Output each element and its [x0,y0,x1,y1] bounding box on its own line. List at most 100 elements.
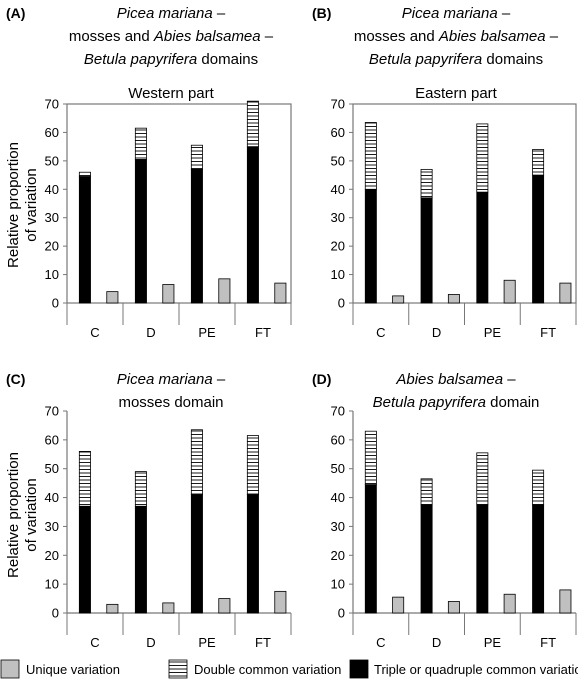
y-tick-label: 70 [45,404,59,419]
bar-unique [503,593,516,614]
y-tick-label: 60 [45,432,59,447]
y-tick-label: 20 [331,548,345,563]
title-span: – [213,5,226,22]
legend-label-triple: Triple or quadruple common variation [374,662,578,677]
bar-unique [274,590,287,614]
category-label: D [432,635,441,650]
bar-unique [218,278,231,304]
category-label: FT [540,635,556,650]
legend-label-double: Double common variation [194,662,341,677]
bar-triple [476,191,489,304]
y-tick-label: 40 [45,490,59,505]
chart-panel-b: (B) Picea mariana – mosses and Abies bals… [312,5,577,340]
title-span: domains [482,51,543,68]
bar-unique [447,601,460,614]
legend-label-unique: Unique variation [26,662,120,677]
bar-triple [190,494,203,614]
y-tick-label: 60 [331,432,345,447]
y-tick-label: 30 [331,210,345,225]
title-span: domain [486,394,539,411]
y-tick-label: 10 [45,577,59,592]
plot-area: 0 10 20 30 40 50 60 70 C D PE FT [331,404,577,650]
bar-triple [420,197,433,304]
panel-title: Abies balsamea – Betula papyrifera domain [373,371,540,411]
chart-panel-a: (A) Picea mariana –mosses and Abies bals… [6,5,292,340]
y-tick-label: 70 [331,404,345,419]
title-line: Abies balsamea – [395,371,516,388]
y-tick-label: 50 [331,153,345,168]
bar-unique [392,596,405,614]
bar-double [420,168,433,199]
bar-unique [274,282,287,304]
y-tick-label: 60 [331,125,345,140]
title-span: mosses domain [118,394,223,411]
chart-panel-c: (C) Picea mariana – mosses domain 0 10 20 30… [6,371,292,650]
bar-double [78,171,91,177]
title-italic-span: Picea mariana [117,5,213,22]
legend-swatch-triple [349,659,369,679]
y-tick-label: 30 [331,519,345,534]
bar-unique [106,603,119,614]
bar-triple [364,188,377,304]
bar-triple [78,505,91,614]
bar-triple [476,504,489,614]
bar-double [134,127,147,160]
category-label: D [146,635,155,650]
title-italic-span: Betula papyrifera [373,394,486,411]
bar-double [364,430,377,485]
category-label: D [432,325,441,340]
category-label: FT [255,325,271,340]
y-tick-label: 70 [45,97,59,112]
y-tick-label: 50 [45,461,59,476]
y-tick-label: 50 [45,153,59,168]
bar-triple [246,146,259,304]
title-span: – [498,5,511,22]
panel-label: (A) [6,5,25,21]
bar-double [420,478,433,506]
bar-double [134,471,147,507]
bar-triple [78,176,91,304]
bar-triple [420,504,433,614]
y-tick-label: 0 [338,606,345,621]
bar-unique [218,598,231,614]
category-label: FT [255,635,271,650]
category-label: C [376,635,385,650]
y-tick-label: 30 [45,519,59,534]
y-tick-label: 0 [338,296,345,311]
bar-triple [134,159,147,304]
y-tick-label: 40 [331,182,345,197]
y-axis-label-top-line2: of variation [23,168,40,241]
y-tick-label: 10 [331,267,345,282]
plot-area: 0 10 20 30 40 50 60 70 C D PE FT [45,404,292,650]
title-italic-span: Picea mariana [117,371,213,388]
category-label: C [90,635,99,650]
title-line: Betula papyrifera domain [373,394,540,411]
panel-title: Picea mariana – mosses domain [117,371,226,411]
title-span: – [261,28,274,45]
bar-double [532,149,545,176]
y-tick-label: 10 [45,267,59,282]
bar-double [476,123,489,193]
bar-double [246,100,259,148]
title-italic-span: Picea mariana [402,5,498,22]
title-line: mosses and Abies balsamea – [354,28,559,45]
title-line: Picea mariana – [117,371,226,388]
category-label: C [376,325,385,340]
y-tick-label: 0 [52,296,59,311]
category-label: PE [484,325,502,340]
bar-unique [503,279,516,304]
category-label: C [90,325,99,340]
title-line: Betula papyrifera domains [369,51,543,68]
panel-title: Picea mariana – mosses and Abies balsamea… [354,5,559,68]
y-axis-label-bottom-line2: of variation [23,478,40,551]
panel-label: (D) [312,371,331,387]
category-label: PE [198,635,216,650]
y-tick-label: 20 [45,239,59,254]
bar-triple [190,168,203,304]
category-label: PE [198,325,216,340]
title-line: Picea mariana – [402,5,511,22]
panel-label: (B) [312,5,331,21]
category-label: D [146,325,155,340]
title-line: mosses and Abies balsamea – [69,28,274,45]
legend: Unique variation Double common variation… [0,659,578,679]
